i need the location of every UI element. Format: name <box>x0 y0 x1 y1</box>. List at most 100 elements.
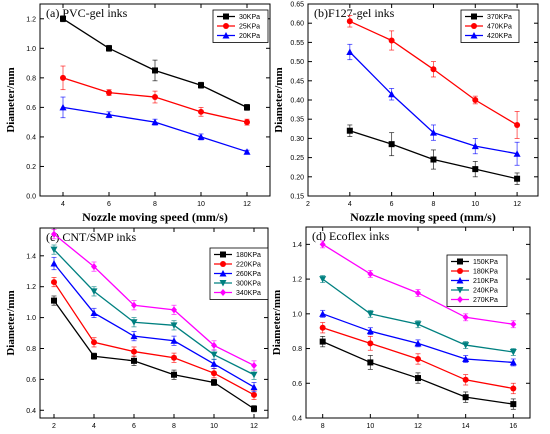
legend-label: 180KPa <box>236 252 261 259</box>
x-tick-label: 12 <box>513 201 521 208</box>
series-line <box>62 106 248 153</box>
data-point <box>171 354 177 361</box>
data-point <box>243 148 251 155</box>
series-0 <box>51 295 257 413</box>
legend-swatch-marker <box>471 13 477 20</box>
y-tick-label: 1.4 <box>26 253 36 260</box>
series-3 <box>319 275 517 356</box>
chart-title: (a) PVC-gel inks <box>46 6 128 20</box>
legend-label: 370KPa <box>487 14 512 21</box>
legend-label: 220KPa <box>236 262 261 269</box>
y-tick-label: 0.25 <box>290 155 304 162</box>
data-point <box>152 94 158 101</box>
series-4 <box>319 240 517 329</box>
y-axis-label: Diameter/mm <box>273 67 285 132</box>
y-tick-label: 0.6 <box>26 105 36 112</box>
y-tick-label: 0.6 <box>26 377 36 384</box>
y-tick-label: 0.55 <box>290 40 304 47</box>
y-tick-label: 1.0 <box>26 315 36 322</box>
legend-swatch-marker <box>456 277 464 284</box>
plot-frame <box>39 227 269 419</box>
series-2 <box>346 43 521 166</box>
legend-label: 340KPa <box>236 290 261 297</box>
series-2 <box>59 96 251 155</box>
data-point <box>170 322 178 329</box>
chart-title: (b)F127-gel inks <box>314 6 395 20</box>
x-tick-label: 12 <box>414 423 422 430</box>
legend-swatch-marker <box>220 261 226 267</box>
data-point <box>346 127 353 134</box>
data-point <box>388 37 395 44</box>
data-point <box>414 339 422 347</box>
y-tick-label: 0.20 <box>290 174 304 181</box>
data-point <box>510 385 517 392</box>
data-point <box>170 337 178 344</box>
data-point <box>367 340 374 347</box>
legend-swatch-marker <box>456 287 464 294</box>
x-tick-label: 10 <box>197 201 205 208</box>
legend-label: 270KPa <box>473 297 498 304</box>
y-tick-label: 0.65 <box>290 2 304 9</box>
legend: 150KPa 180KPa 210KPa 240KPa 270KPa <box>446 254 508 307</box>
legend-label: 260KPa <box>236 271 261 278</box>
x-tick-label: 14 <box>462 423 470 430</box>
legend-swatch-marker <box>222 32 230 39</box>
data-point <box>250 383 258 391</box>
y-tick-label: 0.4 <box>26 134 36 141</box>
data-point <box>462 313 469 321</box>
legend-swatch-marker <box>471 23 477 29</box>
y-tick-label: 0.35 <box>290 117 304 124</box>
series-3 <box>50 244 258 380</box>
data-point <box>251 405 257 412</box>
x-axis-label: Nozzle moving speed (mm/s) <box>350 210 496 224</box>
legend-label: 20KPa <box>239 33 260 40</box>
series-2 <box>50 256 258 393</box>
data-point <box>346 18 353 25</box>
chart-panel-0: 4 6 8 10 12 0.0 0.2 0.4 0.6 0.8 1.0 1.2 (a) PVC-gel … <box>5 3 271 224</box>
legend-swatch-marker <box>457 296 463 303</box>
series-0 <box>319 335 517 410</box>
y-tick-label: 0.60 <box>290 21 304 28</box>
data-point <box>472 166 479 173</box>
y-tick-label: 1.0 <box>26 46 36 53</box>
y-tick-label: 0.4 <box>26 408 36 415</box>
y-tick-label: 0.30 <box>290 136 304 143</box>
data-point <box>171 306 177 314</box>
data-point <box>131 301 137 309</box>
data-point <box>472 97 479 103</box>
legend-label: 470KPa <box>487 24 512 31</box>
y-tick-label: 0.8 <box>26 346 36 353</box>
series-1 <box>319 322 517 395</box>
x-axis-label: Nozzle moving speed (mm/s) <box>81 432 227 434</box>
legend-swatch-marker <box>457 258 463 265</box>
data-point <box>171 371 177 378</box>
data-point <box>211 370 217 377</box>
data-point <box>367 270 374 278</box>
y-axis-label: Diameter/mm <box>5 67 17 132</box>
data-point <box>319 338 326 345</box>
legend: 180KPa 220KPa 260KPa 300KPa 340KPa <box>209 247 269 300</box>
x-tick-label: 4 <box>61 201 65 208</box>
data-point <box>130 332 138 340</box>
y-tick-label: 0.45 <box>290 78 304 85</box>
legend: 370KPa 470KPa 420KPa <box>460 9 520 43</box>
series-line <box>53 300 255 410</box>
data-point <box>415 355 421 362</box>
x-tick-label: 8 <box>321 423 325 430</box>
data-point <box>131 348 137 355</box>
series-line <box>53 281 255 396</box>
legend-label: 300KPa <box>236 281 261 288</box>
data-point <box>59 103 67 111</box>
data-point <box>462 394 469 401</box>
series-0 <box>60 15 250 111</box>
data-point <box>50 260 58 267</box>
data-point <box>151 118 159 126</box>
data-point <box>106 89 112 96</box>
x-tick-label: 8 <box>432 201 436 208</box>
chart-panel-1: 2 4 6 8 10 12 0.15 0.20 0.25 0.30 0.35 0.40 0.45 0.50… <box>273 2 539 224</box>
data-point <box>90 288 98 295</box>
series-line <box>53 249 255 376</box>
y-tick-label: 0.4 <box>292 416 302 423</box>
data-point <box>429 129 437 136</box>
